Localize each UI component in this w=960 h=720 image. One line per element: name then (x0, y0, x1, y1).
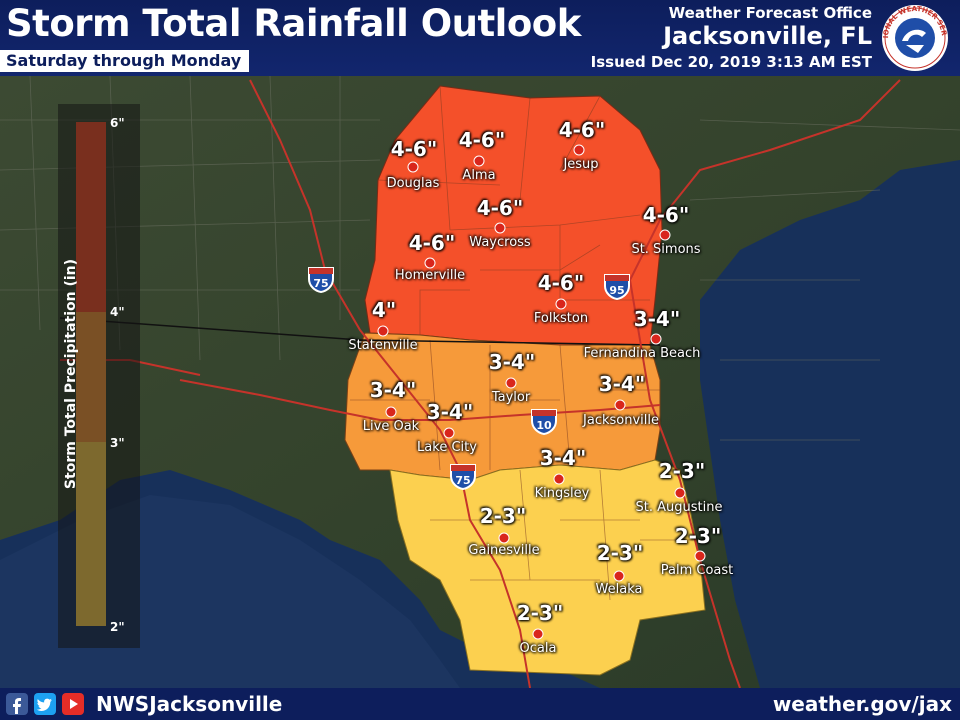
city-label: Kingsley (534, 486, 590, 501)
city-label: Live Oak (362, 419, 420, 434)
city-label: St. Simons (631, 242, 701, 257)
map-subtitle: Saturday through Monday (0, 50, 250, 72)
city-label: Alma (462, 168, 496, 183)
city-label: Folkston (533, 311, 589, 326)
youtube-icon[interactable] (62, 693, 84, 715)
footer-bar (0, 688, 960, 720)
city-label: Jesup (563, 157, 599, 172)
city-dot-icon (659, 229, 671, 241)
city-dot-icon (498, 532, 510, 544)
city-dot-icon (650, 333, 662, 345)
city-dot-icon (443, 427, 455, 439)
map-title: Storm Total Rainfall Outlook (6, 2, 581, 45)
city-label: Homerville (394, 268, 466, 283)
city-label: Waycross (469, 235, 531, 250)
interstate-95-label: 95 (609, 284, 624, 297)
state-line (59, 317, 661, 346)
city-label: Jacksonville (583, 413, 659, 428)
city-label: Welaka (595, 582, 643, 597)
city-label: Douglas (386, 176, 440, 191)
city-dot-icon (473, 155, 485, 167)
interstate-95-shield: 95 (604, 274, 630, 300)
city-dot-icon (505, 377, 517, 389)
city-label: Palm Coast (660, 563, 734, 578)
city-dot-icon (573, 144, 585, 156)
amount-label: 2-3" (479, 504, 527, 528)
city-label: St. Augustine (635, 500, 723, 515)
city-dot-icon (555, 298, 567, 310)
facebook-icon[interactable] (6, 693, 28, 715)
nws-logo-icon: NATIONAL WEATHER SERVICE (878, 3, 948, 71)
legend-panel (58, 104, 140, 648)
amount-label: 3-4" (369, 378, 417, 402)
amount-label: 2-3" (658, 459, 706, 483)
city-label: Ocala (519, 641, 557, 656)
amount-label: 3-4" (488, 350, 536, 374)
city-dot-icon (377, 325, 389, 337)
office-line2: Jacksonville, FL (663, 22, 872, 50)
city-dot-icon (494, 222, 506, 234)
city-dot-icon (532, 628, 544, 640)
amount-label: 4-6" (458, 128, 506, 152)
website-link[interactable]: weather.gov/jax (772, 692, 952, 716)
city-dot-icon (424, 257, 436, 269)
interstate-75-label: 75 (313, 277, 328, 290)
amount-label: 3-4" (539, 446, 587, 470)
amount-label: 2-3" (516, 601, 564, 625)
amount-label: 4-6" (558, 118, 606, 142)
amount-label: 3-4" (598, 372, 646, 396)
social-handle[interactable]: NWSJacksonville (96, 692, 283, 716)
amount-label: 4-6" (642, 203, 690, 227)
issued-time: Issued Dec 20, 2019 3:13 AM EST (590, 53, 872, 71)
region-county-lines (350, 85, 700, 601)
city-dot-icon (553, 473, 565, 485)
city-dot-icon (613, 570, 625, 582)
city-dot-icon (407, 161, 419, 173)
city-label: Gainesville (468, 543, 540, 558)
amount-label: 2-3" (674, 524, 722, 548)
amount-label: 4" (371, 298, 397, 322)
legend-tick-3: 3" (110, 436, 125, 450)
legend-tick-2: 2" (110, 620, 125, 634)
city-label: Lake City (417, 440, 477, 455)
county-lines (0, 75, 960, 441)
legend-tick-6: 6" (110, 116, 125, 130)
amount-label: 4-6" (476, 196, 524, 220)
city-dot-icon (614, 399, 626, 411)
amount-label: 4-6" (537, 271, 585, 295)
city-dot-icon (674, 487, 686, 499)
office-line1: Weather Forecast Office (668, 4, 872, 22)
interstate-10-label: 10 (536, 419, 552, 432)
interstate-10-shield: 10 (531, 409, 557, 435)
legend-tick-4: 4" (110, 305, 125, 319)
city-label: Fernandina Beach (583, 346, 701, 361)
city-dot-icon (694, 550, 706, 562)
interstate-75-shield: 75 (308, 267, 334, 293)
amount-label: 2-3" (596, 541, 644, 565)
amount-label: 3-4" (633, 307, 681, 331)
city-label: Taylor (491, 390, 531, 405)
interstate-75-south-label: 75 (455, 474, 470, 487)
legend-title: Storm Total Precipitation (in) (63, 258, 79, 490)
amount-label: 4-6" (390, 137, 438, 161)
amount-label: 4-6" (408, 231, 456, 255)
amount-label: 3-4" (426, 400, 474, 424)
interstate-75-shield-south: 75 (450, 464, 476, 490)
city-label: Statenville (348, 338, 418, 353)
city-dot-icon (385, 406, 397, 418)
twitter-icon[interactable] (34, 693, 56, 715)
